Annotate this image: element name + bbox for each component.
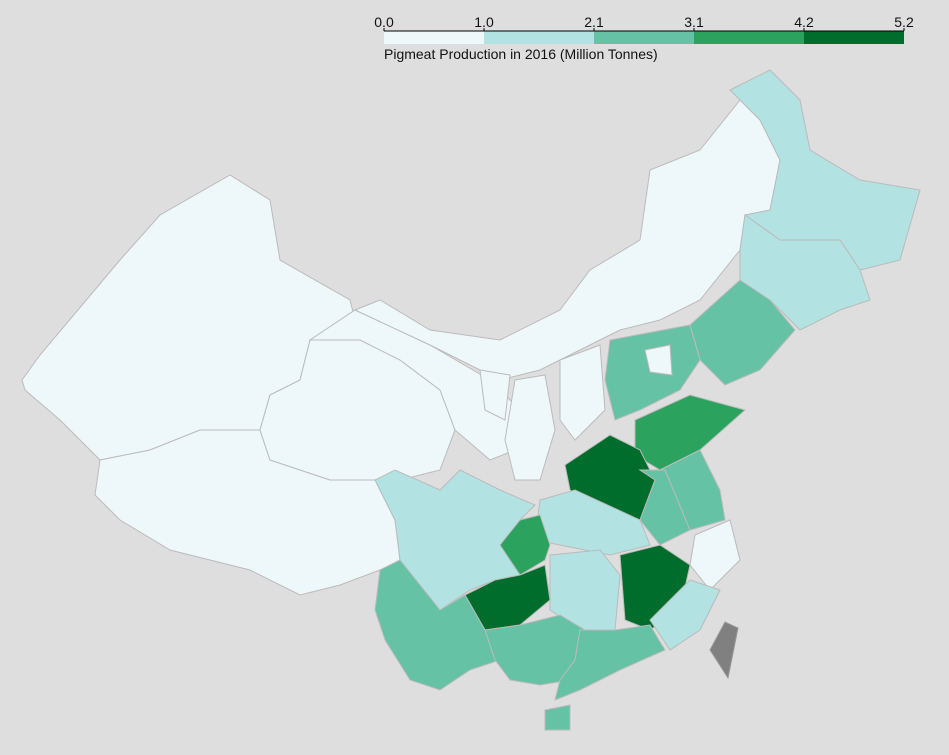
colorbar-segment: [484, 31, 594, 44]
no-data-region: [709, 621, 739, 680]
legend-title: Pigmeat Production in 2016 (Million Tonn…: [384, 46, 658, 62]
colorbar-segment: [594, 31, 694, 44]
region: [504, 374, 556, 481]
region: [644, 344, 673, 376]
region: [689, 279, 796, 386]
colorbar-segment: [384, 31, 484, 44]
region: [689, 519, 741, 591]
colorbar-tick-label: 1.0: [474, 14, 494, 30]
colorbar-tick-label: 5.2: [894, 14, 914, 30]
colorbar-tick-label: 3.1: [684, 14, 704, 30]
colorbar-tick-label: 4.2: [794, 14, 814, 30]
region: [479, 369, 511, 421]
region: [559, 344, 606, 441]
region: [739, 214, 871, 331]
colorbar-tick-label: 2.1: [584, 14, 604, 30]
colorbar-segment: [804, 31, 904, 44]
colorbar-tick-label: 0.0: [374, 14, 394, 30]
colorbar-segment: [694, 31, 804, 44]
region: [554, 624, 666, 701]
region: [544, 704, 571, 731]
region: [308, 309, 521, 461]
region: [649, 579, 721, 651]
